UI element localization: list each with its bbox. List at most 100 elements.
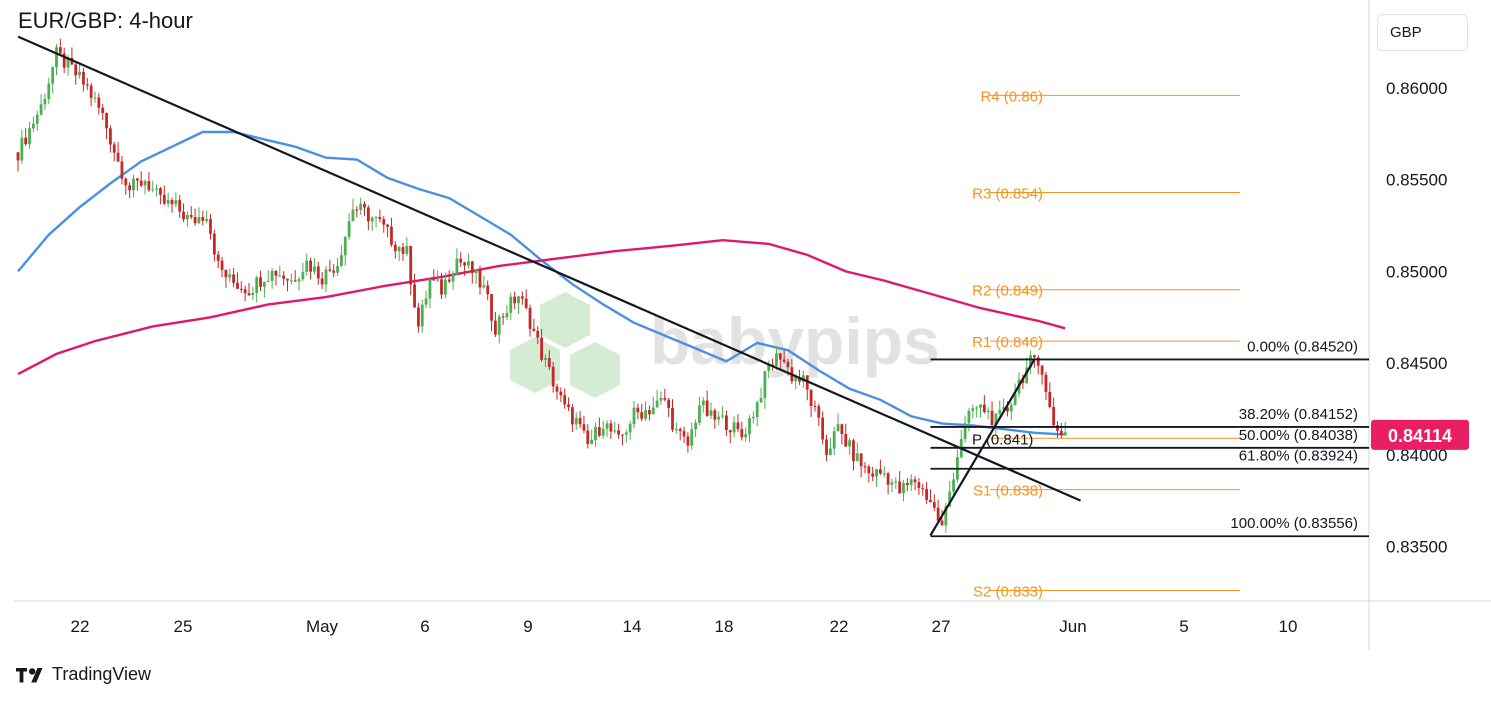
candle-up [186,215,189,220]
candle-down [540,337,543,360]
candle-down [813,406,817,408]
pivot-label: R3 (0.854) [972,186,1043,203]
candle-up [78,71,81,76]
candle-down [663,398,667,400]
candle-down [413,284,416,308]
candle-up [967,410,971,424]
candle-up [601,428,605,436]
candle-up [848,440,851,447]
candle-down [713,410,717,420]
candle-down [705,400,709,416]
candle-down [609,423,613,432]
candle-down [58,47,62,54]
candle-up [717,416,721,420]
candle-down [201,217,205,221]
candle-down [778,353,782,360]
tradingview-brand[interactable]: TradingView [16,664,151,685]
candle-up [759,397,763,403]
candle-up [998,409,1002,414]
candle-down [470,261,474,274]
candle-down [536,330,540,338]
candle-up [482,285,486,288]
y-tick-label: 0.83500 [1386,537,1447,556]
candle-up [775,353,778,366]
candle-down [863,466,867,468]
x-tick-label: 10 [1279,617,1298,636]
candle-up [436,279,440,281]
candle-down [617,430,620,435]
candle-down [1059,430,1063,436]
candle-up [644,410,647,419]
candle-down [89,85,93,98]
candle-up [613,430,617,432]
candle-down [382,219,386,225]
candle-down [597,427,601,436]
candle-down [817,406,821,418]
candle-up [359,203,363,210]
candle-up [497,316,501,335]
candle-up [721,415,724,417]
candle-down [16,152,20,161]
candle-down [898,481,902,494]
candle-down [1048,391,1052,408]
candle-up [751,416,755,419]
last-price-label: 0.84114 [1388,426,1452,446]
candle-up [451,274,455,282]
candle-up [455,258,459,275]
candle-up [875,469,878,477]
candle-up [767,364,771,372]
candle-down [728,430,732,433]
candle-down [844,434,848,447]
candle-down [182,211,185,220]
candle-up [263,281,266,287]
candle-down [236,282,239,289]
candle-down [740,429,744,438]
candle-down [316,266,320,279]
candle-down [555,386,559,392]
pivot-label: R1 (0.846) [972,334,1043,351]
candle-up [197,217,201,224]
candle-up [397,247,401,252]
candle-up [1009,404,1013,412]
candle-up [828,448,832,455]
candle-up [155,188,158,190]
candle-up [66,57,70,68]
candle-down [852,440,855,462]
candle-down [825,439,828,455]
candle-down [147,181,151,191]
candle-up [301,271,305,280]
candle-down [366,207,370,222]
candle-down [139,180,143,186]
candle-up [882,473,886,475]
candle-down [386,224,389,227]
candle-down [417,307,420,327]
candle-up [755,402,759,417]
candle-down [840,424,844,435]
currency-button[interactable]: GBP [1377,14,1468,51]
candle-down [636,407,640,413]
x-tick-label: 25 [174,617,193,636]
pivot-label: R2 (0.849) [972,283,1043,300]
candle-up [51,67,55,84]
candle-up [690,429,694,446]
candle-up [340,255,343,266]
candle-down [1044,374,1048,392]
candle-down [567,404,570,408]
candle-up [605,423,609,429]
candle-down [921,488,925,490]
candle-down [671,407,674,430]
candle-up [574,418,578,425]
candle-down [936,507,940,521]
candle-down [1033,355,1036,358]
candle-down [551,366,555,387]
candle-down [293,280,297,282]
candle-up [405,245,409,254]
candle-down [982,404,986,412]
candle-up [43,99,47,105]
pivot-label: S1 (0.838) [973,483,1043,500]
chart-title: EUR/GBP: 4-hour [18,8,193,33]
candle-up [944,506,948,526]
candle-up [251,292,255,296]
candle-up [909,479,913,485]
